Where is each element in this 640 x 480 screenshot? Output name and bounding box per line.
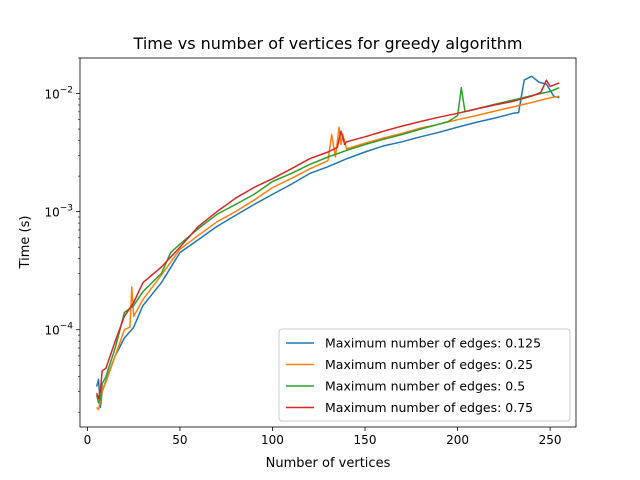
legend-label-1: Maximum number of edges: 0.125 bbox=[325, 336, 541, 351]
x-tick-label: 0 bbox=[84, 433, 92, 447]
x-tick-label: 250 bbox=[539, 433, 562, 447]
y-tick-label: 10−4 bbox=[44, 322, 73, 338]
legend-label-2: Maximum number of edges: 0.25 bbox=[325, 357, 533, 372]
x-tick-label: 100 bbox=[261, 433, 284, 447]
legend-label-4: Maximum number of edges: 0.75 bbox=[325, 400, 533, 415]
series-line-4 bbox=[95, 79, 560, 400]
x-tick-label: 150 bbox=[354, 433, 377, 447]
legend-box bbox=[278, 328, 571, 422]
plot-lines bbox=[95, 75, 560, 411]
x-tick-label: 50 bbox=[172, 433, 187, 447]
axes-frame bbox=[79, 57, 577, 428]
y-tick-label: 10−2 bbox=[44, 86, 73, 102]
chart-title: Time vs number of vertices for greedy al… bbox=[133, 34, 523, 53]
x-axis-ticks: 0 50 100 150 200 250 bbox=[84, 427, 562, 447]
x-tick-label: 200 bbox=[446, 433, 469, 447]
series-line-1 bbox=[95, 75, 560, 409]
series-line-2 bbox=[96, 95, 560, 411]
legend: Maximum number of edges: 0.125 Maximum nu… bbox=[278, 328, 571, 422]
x-axis-label: Number of vertices bbox=[266, 456, 391, 471]
y-axis-ticks: 10−4 10−3 10−2 bbox=[44, 57, 80, 413]
y-tick-label: 10−3 bbox=[44, 204, 73, 220]
legend-label-3: Maximum number of edges: 0.5 bbox=[325, 379, 525, 394]
y-axis-label: Time (s) bbox=[18, 216, 33, 270]
